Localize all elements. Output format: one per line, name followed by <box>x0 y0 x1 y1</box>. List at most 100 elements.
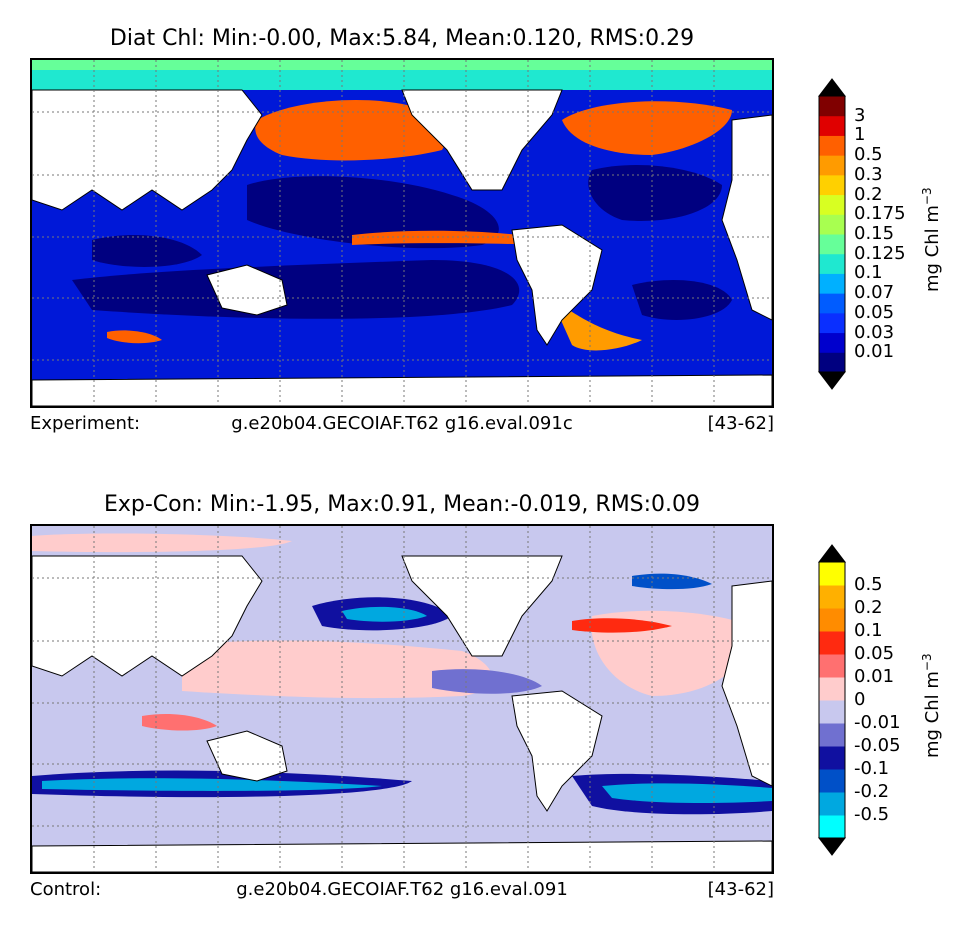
colorbar-unit-text: mg Chl m <box>922 205 943 292</box>
antarctica <box>32 840 772 872</box>
colorbar-unit-text: mg Chl m <box>922 671 943 758</box>
colorbar-svg <box>817 78 847 390</box>
colorbar-unit-label: mg Chl m−3 <box>920 187 943 292</box>
control-years: [43-62] <box>707 879 774 900</box>
colorbar-tick-label: 0 <box>854 689 866 710</box>
south-atlantic-core-negative <box>602 783 772 803</box>
colorbar-tick-label: 0.15 <box>854 223 895 244</box>
north-atlantic-bloom <box>562 101 732 155</box>
colorbar-segment <box>819 214 845 235</box>
colorbar-tick-label: 1 <box>854 124 866 146</box>
exp-con-map <box>30 524 774 874</box>
atlantic-positive-region <box>591 610 752 696</box>
southern-ocean-core-negative <box>42 778 382 791</box>
colorbar-tick-label: 3 <box>854 104 866 126</box>
colorbar-segment <box>819 654 845 678</box>
eurasia-west <box>32 89 263 211</box>
north-america <box>401 89 563 191</box>
colorbar-tick-label: 0.1 <box>854 620 883 641</box>
colorbar-svg <box>817 544 847 856</box>
diat-chl-map-svg <box>32 60 772 406</box>
colorbar-unit-label: mg Chl m−3 <box>920 653 943 758</box>
north-america <box>401 555 563 657</box>
control-run-name: g.e20b04.GECOIAF.T62 g16.eval.091 <box>236 879 568 900</box>
eurasia-west <box>32 555 263 677</box>
colorbar-segment <box>819 815 845 839</box>
indian-positive <box>142 714 217 731</box>
equatorial-negative <box>432 669 542 694</box>
diat-chl-map <box>30 58 774 408</box>
colorbar-segment <box>819 723 845 747</box>
colorbar-segment <box>819 253 845 274</box>
colorbar-segment <box>819 194 845 215</box>
north-atlantic-gyre <box>588 165 722 221</box>
africa-east-edge <box>721 114 772 321</box>
colorbar-segment <box>819 273 845 294</box>
arctic-inner-band <box>32 60 772 70</box>
colorbar-segment <box>819 115 845 136</box>
exp-con-colorbar: -0.5 -0.2 -0.1 -0.05 -0.01 0 0.01 0.05 0.1 0.2 0.5… <box>817 544 943 856</box>
patagonian-shelf <box>552 300 642 351</box>
colorbar-tick-label: 0.03 <box>854 321 895 343</box>
colorbar-segment <box>819 746 845 770</box>
colorbar-tick-label: 0.3 <box>854 163 883 185</box>
colorbar-segment <box>819 293 845 314</box>
south-pacific-gyre <box>72 260 520 319</box>
south-atlantic-gyre <box>632 280 732 320</box>
colorbar-tick-label: 0.175 <box>854 203 906 225</box>
colorbar-segment <box>819 792 845 816</box>
graticule <box>32 60 772 406</box>
colorbar-extend-low <box>817 837 847 856</box>
colorbar-tick-label: -0.1 <box>854 758 890 779</box>
colorbar-segment <box>819 562 845 586</box>
africa-east-edge <box>721 580 772 787</box>
colorbar-segment <box>819 155 845 176</box>
colorbar-tick-label: -0.01 <box>854 712 901 733</box>
exp-con-map-svg <box>32 526 772 872</box>
colorbar-segment <box>819 700 845 724</box>
pacific-positive-region <box>182 640 492 699</box>
graticule <box>32 526 772 872</box>
colorbar-tick-label: -0.05 <box>854 735 901 756</box>
colorbar-segment <box>819 585 845 609</box>
diat-chl-colorbar: 0.01 0.03 0.05 0.07 0.1 0.125 0.15 0.175 0.2 0.3 0… <box>817 78 943 390</box>
colorbar-tick-label: 0.01 <box>854 341 895 363</box>
indian-ocean-gyre <box>92 235 202 267</box>
australia <box>206 264 288 316</box>
gulf-stream-positive <box>572 618 672 633</box>
diat-chl-title: Diat Chl: Min:-0.00, Max:5.84, Mean:0.12… <box>109 26 695 51</box>
colorbar-tick-label: 0.2 <box>854 183 883 205</box>
north-pacific-bloom <box>255 100 446 161</box>
colorbar-segment <box>819 332 845 353</box>
colorbar-unit-exponent: −3 <box>920 187 934 206</box>
colorbar-frame <box>818 561 846 839</box>
colorbar-tick-label: 0.125 <box>854 242 906 264</box>
experiment-years: [43-62] <box>707 413 774 434</box>
colorbar-tick-label: 0.5 <box>854 574 883 595</box>
australia <box>206 730 288 782</box>
continents <box>32 89 772 406</box>
colorbar-tick-label: 0.5 <box>854 144 883 166</box>
colorbar-frame <box>818 95 846 373</box>
control-label: Control: <box>30 879 102 900</box>
colorbar-segment <box>819 769 845 793</box>
exp-con-title: Exp-Con: Min:-1.95, Max:0.91, Mean:-0.01… <box>103 492 701 517</box>
colorbar-tick-label: 0.2 <box>854 597 883 618</box>
colorbar-tick-label: 0.05 <box>854 643 895 664</box>
colorbar-tick-label: 0.05 <box>854 301 895 323</box>
colorbar-tick-label: 0.07 <box>854 282 895 304</box>
colorbar-segment <box>819 174 845 196</box>
north-pacific-gyre <box>247 176 499 249</box>
colorbar-extend-high <box>817 544 847 563</box>
colorbar-segment <box>819 312 845 334</box>
equatorial-pacific-band <box>352 230 542 245</box>
colorbar-segment <box>819 631 845 655</box>
north-pacific-core-negative <box>342 606 427 622</box>
antarctica <box>32 374 772 406</box>
colorbar-extend-low <box>817 371 847 390</box>
colorbar-tick-label: -0.2 <box>854 781 890 802</box>
experiment-run-name: g.e20b04.GECOIAF.T62 g16.eval.091c <box>231 413 573 434</box>
arctic-positive-region <box>32 533 292 553</box>
colorbar-tick-label: -0.5 <box>854 804 890 825</box>
colorbar-unit-exponent: −3 <box>920 653 934 672</box>
